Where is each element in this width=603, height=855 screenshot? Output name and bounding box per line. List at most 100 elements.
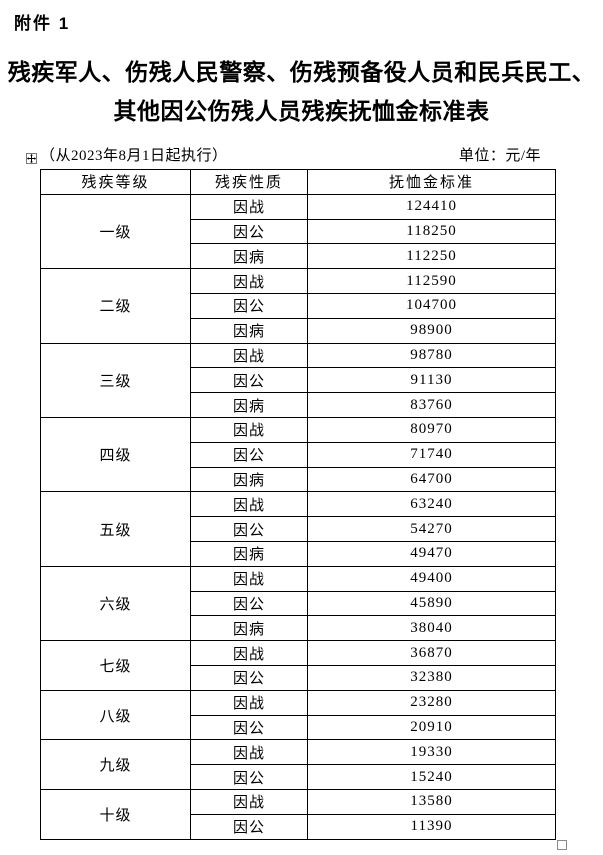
table-row: 因公 15240	[41, 764, 556, 790]
level-cell: 十级	[40, 788, 191, 840]
nature-cell: 因战	[190, 739, 308, 766]
nature-cell: 因战	[190, 640, 308, 666]
nature-cell: 因公	[190, 292, 308, 319]
effective-date-note: （从2023年8月1日起执行）	[40, 148, 228, 164]
amount-cell: 71740	[307, 441, 556, 468]
level-cell: 四级	[40, 416, 191, 493]
document-title: 残疾军人、伤残人民警察、伤残预备役人员和民兵民工、 其他因公伤残人员残疾抚恤金标…	[0, 53, 603, 131]
header-disability-level: 残疾等级	[40, 169, 191, 195]
nature-cell: 因战	[190, 788, 308, 815]
nature-cell: 因病	[190, 615, 308, 642]
amount-cell: 20910	[307, 714, 556, 741]
level-cell: 五级	[40, 491, 191, 567]
nature-cell: 因战	[190, 416, 308, 443]
table-caption-row: （从2023年8月1日起执行） 单位：元/年	[26, 142, 555, 164]
table-row: 因公 32380	[41, 664, 556, 691]
nature-cell: 因公	[190, 664, 308, 691]
amount-cell: 118250	[307, 218, 556, 245]
header-disability-nature: 残疾性质	[190, 169, 308, 195]
amount-cell: 124410	[307, 193, 556, 220]
amount-cell: 98900	[307, 317, 556, 344]
table-row: 一级 因战 124410	[40, 193, 556, 270]
table-row: 因病 64700	[41, 466, 556, 493]
attachment-label: 附件 1	[14, 14, 71, 33]
nature-cell: 因公	[190, 367, 308, 394]
amount-cell: 112250	[307, 243, 556, 270]
table-row: 因公 104700	[41, 292, 556, 319]
level-cell: 六级	[40, 565, 191, 642]
table-row: 八级 因战 23280	[40, 689, 556, 741]
table-row: 因公 11390	[41, 813, 556, 840]
table-row: 因公 45890	[41, 590, 556, 617]
nature-cell: 因公	[190, 516, 308, 542]
document-title-line1: 残疾军人、伤残人民警察、伤残预备役人员和民兵民工、	[7, 60, 596, 85]
amount-cell: 64700	[307, 466, 556, 493]
nature-cell: 因病	[190, 392, 308, 418]
level-cell: 七级	[40, 640, 191, 691]
table-row: 因病 83760	[41, 392, 556, 418]
table-row: 因公 118250	[41, 218, 556, 245]
level-cell: 三级	[40, 342, 191, 418]
unit-label: 单位：元/年	[458, 148, 541, 164]
header-pension-standard: 抚恤金标准	[307, 169, 556, 195]
amount-cell: 38040	[307, 615, 556, 642]
amount-cell: 36870	[307, 640, 556, 666]
amount-cell: 11390	[307, 813, 556, 840]
table-row: 因公 20910	[41, 714, 556, 741]
nature-cell: 因病	[190, 540, 308, 567]
amount-cell: 13580	[307, 788, 556, 815]
level-cell: 八级	[40, 689, 191, 741]
table-row: 五级 因战 63240	[40, 491, 556, 567]
nature-cell: 因公	[190, 218, 308, 245]
nature-cell: 因病	[190, 466, 308, 493]
table-row: 因病 98900	[41, 317, 556, 344]
table-row: 九级 因战 19330	[40, 739, 556, 790]
table-row: 十级 因战 13580	[40, 788, 556, 840]
table-row: 因公 91130	[41, 367, 556, 394]
amount-cell: 104700	[307, 292, 556, 319]
amount-cell: 15240	[307, 764, 556, 790]
nature-cell: 因战	[190, 268, 308, 294]
amount-cell: 54270	[307, 516, 556, 542]
pension-standards-table: 残疾等级 残疾性质 抚恤金标准 一级 因战 124410 因公 118250 因病 1122…	[40, 169, 556, 840]
amount-cell: 98780	[307, 342, 556, 369]
nature-cell: 因战	[190, 689, 308, 716]
nature-cell: 因病	[190, 317, 308, 344]
table-row: 三级 因战 98780	[40, 342, 556, 418]
nature-cell: 因战	[190, 565, 308, 592]
amount-cell: 32380	[307, 664, 556, 691]
nature-cell: 因战	[190, 193, 308, 220]
table-header-row: 残疾等级 残疾性质 抚恤金标准	[40, 169, 556, 195]
table-move-handle-icon[interactable]	[26, 153, 37, 164]
table-row: 因病 112250	[41, 243, 556, 270]
nature-cell: 因战	[190, 342, 308, 369]
amount-cell: 80970	[307, 416, 556, 443]
amount-cell: 45890	[307, 590, 556, 617]
amount-cell: 19330	[307, 739, 556, 766]
table-row: 二级 因战 112590	[40, 268, 556, 344]
table-row: 因公 54270	[41, 516, 556, 542]
amount-cell: 112590	[307, 268, 556, 294]
table-row: 六级 因战 49400	[40, 565, 556, 642]
nature-cell: 因战	[190, 491, 308, 518]
nature-cell: 因公	[190, 813, 308, 840]
amount-cell: 91130	[307, 367, 556, 394]
amount-cell: 49470	[307, 540, 556, 567]
nature-cell: 因公	[190, 441, 308, 468]
table-resize-handle[interactable]	[557, 840, 567, 850]
level-cell: 一级	[40, 193, 191, 270]
nature-cell: 因公	[190, 714, 308, 741]
table-row: 四级 因战 80970	[40, 416, 556, 493]
amount-cell: 83760	[307, 392, 556, 418]
level-cell: 九级	[40, 739, 191, 790]
level-cell: 二级	[40, 268, 191, 344]
document-title-line2: 其他因公伤残人员残疾抚恤金标准表	[113, 99, 490, 124]
amount-cell: 63240	[307, 491, 556, 518]
table-row: 因病 49470	[41, 540, 556, 567]
nature-cell: 因病	[190, 243, 308, 270]
nature-cell: 因公	[190, 590, 308, 617]
table-row: 因公 71740	[41, 441, 556, 468]
table-row: 七级 因战 36870	[40, 640, 556, 691]
amount-cell: 49400	[307, 565, 556, 592]
